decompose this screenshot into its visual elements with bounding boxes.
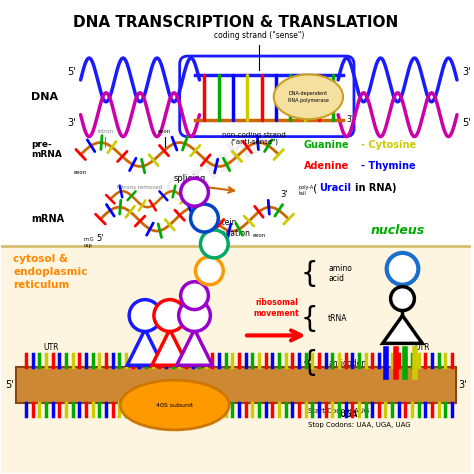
Text: splicing: splicing <box>173 174 206 183</box>
Circle shape <box>195 257 223 285</box>
Text: exon: exon <box>252 233 265 238</box>
Polygon shape <box>127 329 163 365</box>
Text: 5': 5' <box>97 234 104 243</box>
Text: non-coding strand
("anti-sense"): non-coding strand ("anti-sense") <box>222 132 286 145</box>
Circle shape <box>129 300 161 331</box>
Text: {: { <box>301 304 319 333</box>
Text: 5': 5' <box>462 118 471 128</box>
Text: Adenine: Adenine <box>303 162 349 172</box>
Ellipse shape <box>274 74 343 119</box>
Circle shape <box>154 300 186 331</box>
Text: DNA TRANSCRIPTION & TRANSLATION: DNA TRANSCRIPTION & TRANSLATION <box>73 15 399 30</box>
Text: nucleus: nucleus <box>370 224 425 237</box>
Circle shape <box>181 178 209 206</box>
Text: 3': 3' <box>459 380 467 390</box>
Text: - Thymine: - Thymine <box>361 162 416 172</box>
Text: UGA: UGA <box>339 410 357 419</box>
Text: Guanine: Guanine <box>303 139 349 149</box>
Text: ribosomal
movement: ribosomal movement <box>254 298 300 318</box>
Circle shape <box>191 204 219 232</box>
Text: exon: exon <box>74 170 87 175</box>
Text: {: { <box>301 260 319 288</box>
Text: 3': 3' <box>462 67 471 77</box>
Text: poly-A
tail: poly-A tail <box>299 185 314 196</box>
Text: amino
acid: amino acid <box>328 264 352 283</box>
Bar <box>1 246 471 473</box>
Polygon shape <box>177 329 212 365</box>
Text: UTR: UTR <box>43 343 59 352</box>
Text: 3': 3' <box>280 190 287 199</box>
Text: 5': 5' <box>5 380 14 390</box>
Text: introns removed: introns removed <box>118 185 163 190</box>
Circle shape <box>181 282 209 310</box>
Text: intron: intron <box>97 128 113 134</box>
Ellipse shape <box>120 380 229 430</box>
Text: protein
elongation: protein elongation <box>210 219 250 238</box>
Text: (: ( <box>313 183 318 193</box>
Text: Start Codon: AUG: Start Codon: AUG <box>309 408 370 414</box>
Text: Stop Codons: UAA, UGA, UAG: Stop Codons: UAA, UGA, UAG <box>309 422 411 428</box>
Text: in RNA): in RNA) <box>355 183 396 193</box>
Circle shape <box>201 230 228 258</box>
Text: DNA: DNA <box>31 92 58 102</box>
Text: Uracil: Uracil <box>319 183 351 193</box>
Text: 3': 3' <box>346 115 353 124</box>
Text: exon: exon <box>158 128 172 134</box>
Text: cytosol &
endoplasmic
reticulum: cytosol & endoplasmic reticulum <box>13 254 88 290</box>
Polygon shape <box>152 329 188 365</box>
Text: - Cytosine: - Cytosine <box>361 139 416 149</box>
Text: DNA-dependent: DNA-dependent <box>289 91 328 96</box>
Circle shape <box>391 287 414 310</box>
Text: coding strand ("sense"): coding strand ("sense") <box>214 31 304 40</box>
Text: mRNA: mRNA <box>31 214 64 224</box>
Text: m⁷G
cap: m⁷G cap <box>83 237 94 248</box>
Bar <box>16 367 456 403</box>
Circle shape <box>387 253 419 285</box>
Text: 40S subunit: 40S subunit <box>156 402 193 408</box>
Text: UTR: UTR <box>415 343 430 352</box>
Text: RNA polymerase: RNA polymerase <box>288 98 329 103</box>
FancyBboxPatch shape <box>180 56 354 137</box>
Circle shape <box>179 300 210 331</box>
Text: 60S: 60S <box>132 353 144 358</box>
Polygon shape <box>383 316 422 343</box>
Bar <box>1 1 471 246</box>
Text: @rishimd: @rishimd <box>160 102 312 207</box>
Text: {: { <box>301 349 319 377</box>
Text: anticodon: anticodon <box>328 359 366 368</box>
Text: tRNA: tRNA <box>328 314 348 323</box>
Text: pre-
mRNA: pre- mRNA <box>31 140 62 159</box>
Text: 5': 5' <box>67 67 76 77</box>
Text: 3': 3' <box>67 118 76 128</box>
Text: AUG: AUG <box>159 410 177 419</box>
